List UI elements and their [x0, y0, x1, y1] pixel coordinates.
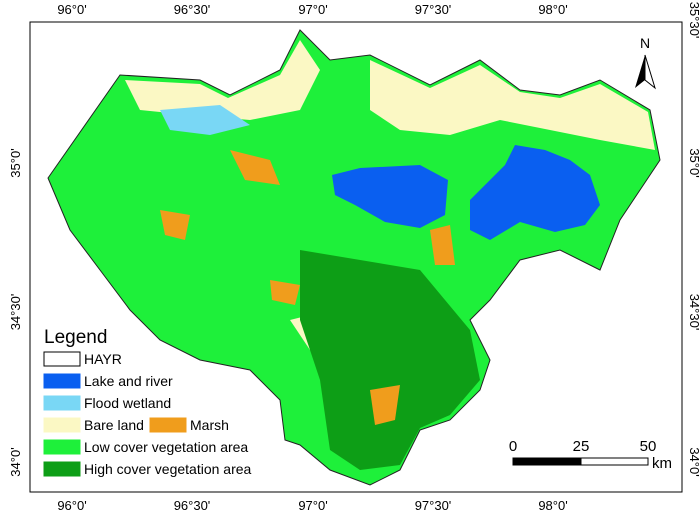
- left-coordinate-label: 34°30': [8, 294, 23, 331]
- bottom-coordinate-label: 97°30': [415, 498, 452, 513]
- right-coordinate-label: 34°0': [687, 447, 699, 476]
- legend: Legend HAYR Lake and river Flood wetland Ba…: [43, 327, 252, 477]
- top-coordinate-label: 98°0': [538, 2, 567, 17]
- high-vegetation: [300, 250, 480, 470]
- north-arrow: N: [635, 35, 656, 90]
- legend-label: Bare land: [84, 417, 144, 433]
- legend-swatch: [43, 461, 81, 477]
- legend-title: Legend: [44, 327, 107, 348]
- bottom-coordinate-label: 96°30': [174, 498, 211, 513]
- lake: [332, 165, 448, 228]
- scale-segment: [512, 457, 582, 466]
- marsh-patch: [230, 150, 280, 185]
- north-label: N: [640, 35, 650, 51]
- legend-label: Flood wetland: [84, 395, 171, 411]
- top-coordinate-label: 96°0': [57, 2, 86, 17]
- marsh-patch: [270, 280, 300, 305]
- legend-swatch: [149, 417, 187, 433]
- scale-unit: km: [652, 455, 672, 472]
- legend-swatch: [43, 417, 81, 433]
- right-coordinate-label: 35°30': [687, 2, 699, 39]
- marsh-patch: [370, 385, 400, 425]
- top-coordinate-label: 97°30': [415, 2, 452, 17]
- left-coordinate-label: 34°0': [8, 447, 23, 476]
- north-arrow-right: [644, 54, 656, 90]
- bottom-coordinate-label: 96°0': [57, 498, 86, 513]
- legend-label: High cover vegetation area: [84, 461, 252, 477]
- marsh-patch: [430, 225, 455, 265]
- right-coordinate-label: 35°0': [687, 148, 699, 177]
- lakes: [332, 145, 600, 240]
- flood-wetland: [160, 105, 250, 135]
- lake: [470, 145, 600, 240]
- study-area: [47, 29, 661, 486]
- scale-segment: [580, 457, 649, 466]
- bare-land-patch: [370, 60, 655, 150]
- legend-label: Lake and river: [84, 373, 173, 389]
- bare-land-patch: [125, 40, 320, 120]
- top-coordinate-label: 96°30': [174, 2, 211, 17]
- high-vegetation-patch: [300, 250, 480, 470]
- legend-swatch: [43, 395, 81, 411]
- marsh: [160, 150, 455, 425]
- bottom-coordinate-label: 97°0': [298, 498, 327, 513]
- legend-label: Low cover vegetation area: [84, 439, 248, 455]
- scale-tick-label: 50: [640, 438, 657, 455]
- marsh-patch: [160, 210, 190, 240]
- legend-label: Marsh: [190, 417, 229, 433]
- scale-tick-label: 25: [573, 438, 590, 455]
- flood-wetland-patch: [160, 105, 250, 135]
- top-coordinate-label: 97°0': [298, 2, 327, 17]
- legend-label: HAYR: [84, 351, 122, 367]
- legend-swatch: [43, 373, 81, 389]
- scale-tick-label: 0: [509, 438, 517, 455]
- north-arrow-left: [635, 55, 645, 88]
- left-coordinate-label: 35°0': [8, 148, 23, 177]
- right-coordinate-label: 34°30': [687, 294, 699, 331]
- legend-swatch: [43, 351, 81, 367]
- bottom-coordinate-label: 98°0': [538, 498, 567, 513]
- legend-swatch: [43, 439, 81, 455]
